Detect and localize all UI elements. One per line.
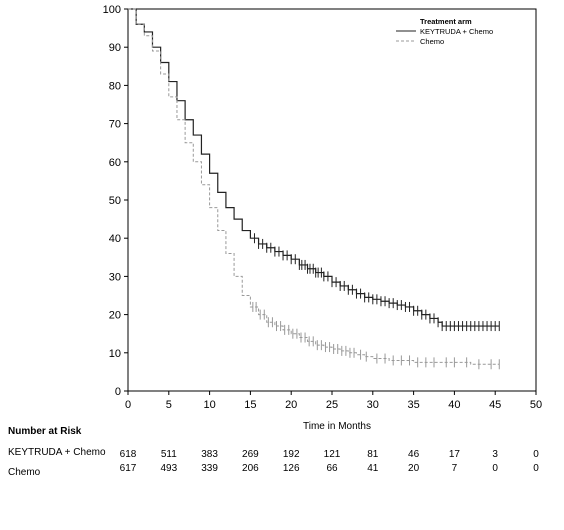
x-tick-label-7: 35 xyxy=(407,399,419,411)
x-tick-label-1: 5 xyxy=(166,399,172,411)
x-tick-label-0: 0 xyxy=(125,399,131,411)
risk-cell-1-7: 20 xyxy=(408,463,420,474)
risk-cell-1-5: 66 xyxy=(326,463,338,474)
risk-cell-0-7: 46 xyxy=(408,449,420,460)
legend-label-keytruda: KEYTRUDA + Chemo xyxy=(420,27,493,36)
y-tick-label-5: 50 xyxy=(109,195,121,207)
risk-cell-0-3: 269 xyxy=(242,449,259,460)
risk-cell-1-2: 339 xyxy=(201,463,218,474)
risk-cell-0-1: 511 xyxy=(161,449,177,460)
x-axis-label: Time in Months xyxy=(303,421,371,432)
risk-cell-1-10: 0 xyxy=(533,463,539,474)
x-tick-label-9: 45 xyxy=(489,399,501,411)
x-tick-label-10: 50 xyxy=(530,399,542,411)
series-layer xyxy=(128,8,500,365)
risk-cell-0-2: 383 xyxy=(201,449,218,460)
x-tick-label-6: 30 xyxy=(367,399,379,411)
legend-label-chemo: Chemo xyxy=(420,37,444,46)
risk-cell-0-6: 81 xyxy=(367,449,379,460)
risk-cell-0-8: 17 xyxy=(449,449,461,460)
y-tick-label-4: 40 xyxy=(109,233,121,245)
legend: Treatment arm KEYTRUDA + Chemo Chemo xyxy=(396,17,493,46)
risk-cell-0-9: 3 xyxy=(492,449,498,460)
x-tick-label-4: 20 xyxy=(285,399,297,411)
risk-cell-1-9: 0 xyxy=(492,463,498,474)
risk-cell-1-4: 126 xyxy=(283,463,300,474)
risk-cell-0-10: 0 xyxy=(533,449,539,460)
risk-cell-1-8: 7 xyxy=(452,463,458,474)
x-tick-label-3: 15 xyxy=(244,399,256,411)
risk-cell-0-0: 618 xyxy=(120,449,137,460)
risk-table: Number at Risk KEYTRUDA + Chemo Chemo 61… xyxy=(8,426,539,478)
risk-cell-1-6: 41 xyxy=(367,463,379,474)
legend-title: Treatment arm xyxy=(420,17,472,26)
axis-ticks: 0 5 10 15 20 25 30 35 40 45 50 0 10 20 30 40 50 60 70 80 90 1… xyxy=(103,4,542,411)
x-tick-label-8: 40 xyxy=(448,399,460,411)
y-tick-label-7: 70 xyxy=(109,119,121,131)
y-tick-label-8: 80 xyxy=(109,80,121,92)
y-tick-label-9: 90 xyxy=(109,42,121,54)
risk-cell-0-5: 121 xyxy=(324,449,341,460)
risk-row-label-keytruda: KEYTRUDA + Chemo xyxy=(8,447,106,458)
x-tick-label-2: 10 xyxy=(203,399,215,411)
y-tick-label-6: 60 xyxy=(109,157,121,169)
y-tick-label-0: 0 xyxy=(115,386,121,398)
y-tick-label-3: 30 xyxy=(109,271,121,283)
risk-row-label-chemo: Chemo xyxy=(8,467,41,478)
risk-cell-0-4: 192 xyxy=(283,449,300,460)
plot-area xyxy=(127,8,537,392)
y-tick-label-2: 20 xyxy=(109,310,121,322)
risk-table-heading: Number at Risk xyxy=(8,426,82,437)
series-line-chemo xyxy=(128,8,500,365)
risk-cell-1-3: 206 xyxy=(242,463,259,474)
y-tick-label-1: 10 xyxy=(109,348,121,360)
series-line-keytruda xyxy=(128,8,500,327)
risk-cell-1-1: 493 xyxy=(160,463,177,474)
risk-cell-1-0: 617 xyxy=(120,463,137,474)
censor-layer xyxy=(252,233,500,370)
x-tick-label-5: 25 xyxy=(326,399,338,411)
y-tick-label-10: 100 xyxy=(103,4,121,16)
risk-cells: 618 511 383 269 192 121 81 46 17 3 0 617 493 339 206 12… xyxy=(120,449,540,474)
